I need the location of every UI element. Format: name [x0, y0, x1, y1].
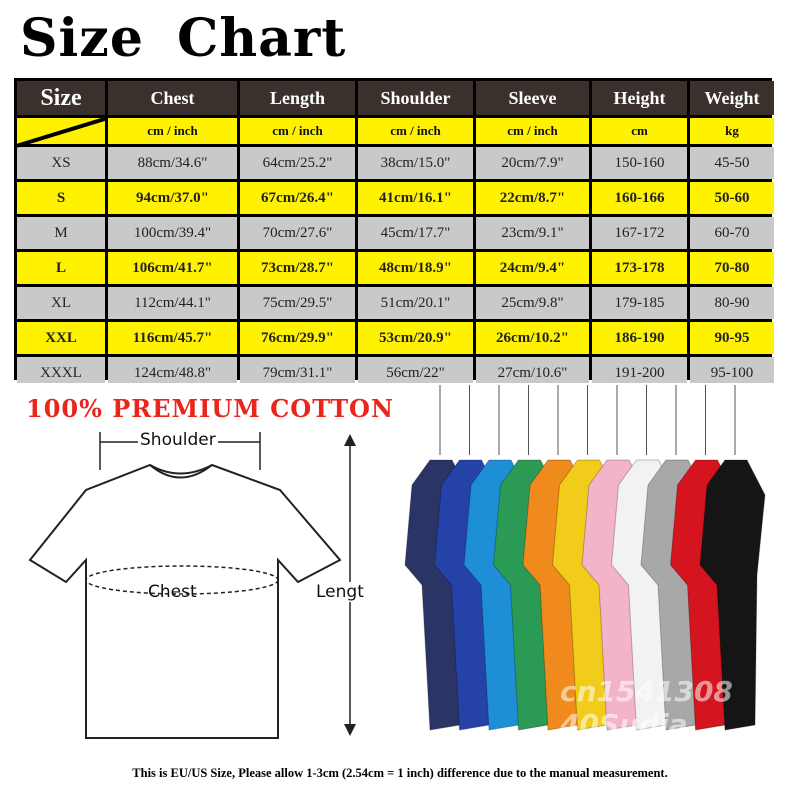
unit-cell: cm / inch — [240, 118, 355, 144]
table-cell: 41cm/16.1" — [358, 182, 473, 214]
table-cell: 116cm/45.7" — [108, 322, 237, 354]
diagonal-divider — [17, 118, 105, 144]
premium-cotton-label: 100% PREMIUM COTTON — [26, 394, 394, 423]
unit-cell: cm / inch — [476, 118, 589, 144]
table-cell: 75cm/29.5" — [240, 287, 355, 319]
table-cell: 112cm/44.1" — [108, 287, 237, 319]
watermark: cn1541308 40Sudia — [560, 675, 733, 741]
size-label: XS — [17, 147, 105, 179]
table-cell: 100cm/39.4" — [108, 217, 237, 249]
header-shoulder: Shoulder — [358, 81, 473, 115]
unit-cell: cm / inch — [108, 118, 237, 144]
table-cell: 186-190 — [592, 322, 687, 354]
table-cell: 45-50 — [690, 147, 774, 179]
table-cell: 88cm/34.6" — [108, 147, 237, 179]
table-cell: 45cm/17.7" — [358, 217, 473, 249]
table-cell: 48cm/18.9" — [358, 252, 473, 284]
table-cell: 38cm/15.0" — [358, 147, 473, 179]
page-title: Size Chart — [20, 8, 347, 69]
size-label: S — [17, 182, 105, 214]
header-sleeve: Sleeve — [476, 81, 589, 115]
table-cell: 160-166 — [592, 182, 687, 214]
table-cell: 73cm/28.7" — [240, 252, 355, 284]
table-cell: 150-160 — [592, 147, 687, 179]
table-cell: 76cm/29.9" — [240, 322, 355, 354]
shoulder-label: Shoulder — [138, 430, 218, 450]
header-height: Height — [592, 81, 687, 115]
table-cell: 64cm/25.2" — [240, 147, 355, 179]
unit-cell: cm — [592, 118, 687, 144]
table-cell: 23cm/9.1" — [476, 217, 589, 249]
tshirt-10 — [699, 385, 766, 731]
tshirt-body — [699, 459, 766, 731]
table-cell: 25cm/9.8" — [476, 287, 589, 319]
header-size: Size — [17, 81, 105, 115]
tshirt-color-lineup — [404, 385, 766, 731]
unit-cell: kg — [690, 118, 774, 144]
table-cell: 80-90 — [690, 287, 774, 319]
header-weight: Weight — [690, 81, 774, 115]
header-chest: Chest — [108, 81, 237, 115]
table-cell: 51cm/20.1" — [358, 287, 473, 319]
table-cell: 26cm/10.2" — [476, 322, 589, 354]
table-cell: 106cm/41.7" — [108, 252, 237, 284]
table-cell: 94cm/37.0" — [108, 182, 237, 214]
size-table: Size Chest Length Shoulder Sleeve Height Weigh… — [14, 78, 774, 389]
table-cell: 24cm/9.4" — [476, 252, 589, 284]
header-length: Length — [240, 81, 355, 115]
table-cell: 70-80 — [690, 252, 774, 284]
table-cell: 50-60 — [690, 182, 774, 214]
table-cell: 90-95 — [690, 322, 774, 354]
table-cell: 22cm/8.7" — [476, 182, 589, 214]
table-cell: 60-70 — [690, 217, 774, 249]
unit-cell: cm / inch — [358, 118, 473, 144]
table-cell: 173-178 — [592, 252, 687, 284]
size-disclaimer: This is EU/US Size, Please allow 1-3cm (… — [132, 766, 668, 780]
table-cell: 20cm/7.9" — [476, 147, 589, 179]
table-cell: 70cm/27.6" — [240, 217, 355, 249]
size-label: XL — [17, 287, 105, 319]
table-cell: 67cm/26.4" — [240, 182, 355, 214]
tshirt-outline-icon — [28, 432, 356, 739]
tshirt-measurement-diagram: Shoulder Chest Lengt — [20, 420, 370, 754]
size-label: M — [17, 217, 105, 249]
table-cell: 53cm/20.9" — [358, 322, 473, 354]
size-label: L — [17, 252, 105, 284]
table-cell: 179-185 — [592, 287, 687, 319]
chest-label: Chest — [148, 582, 197, 602]
table-cell: 167-172 — [592, 217, 687, 249]
size-label: XXL — [17, 322, 105, 354]
length-label: Lengt — [316, 582, 364, 602]
